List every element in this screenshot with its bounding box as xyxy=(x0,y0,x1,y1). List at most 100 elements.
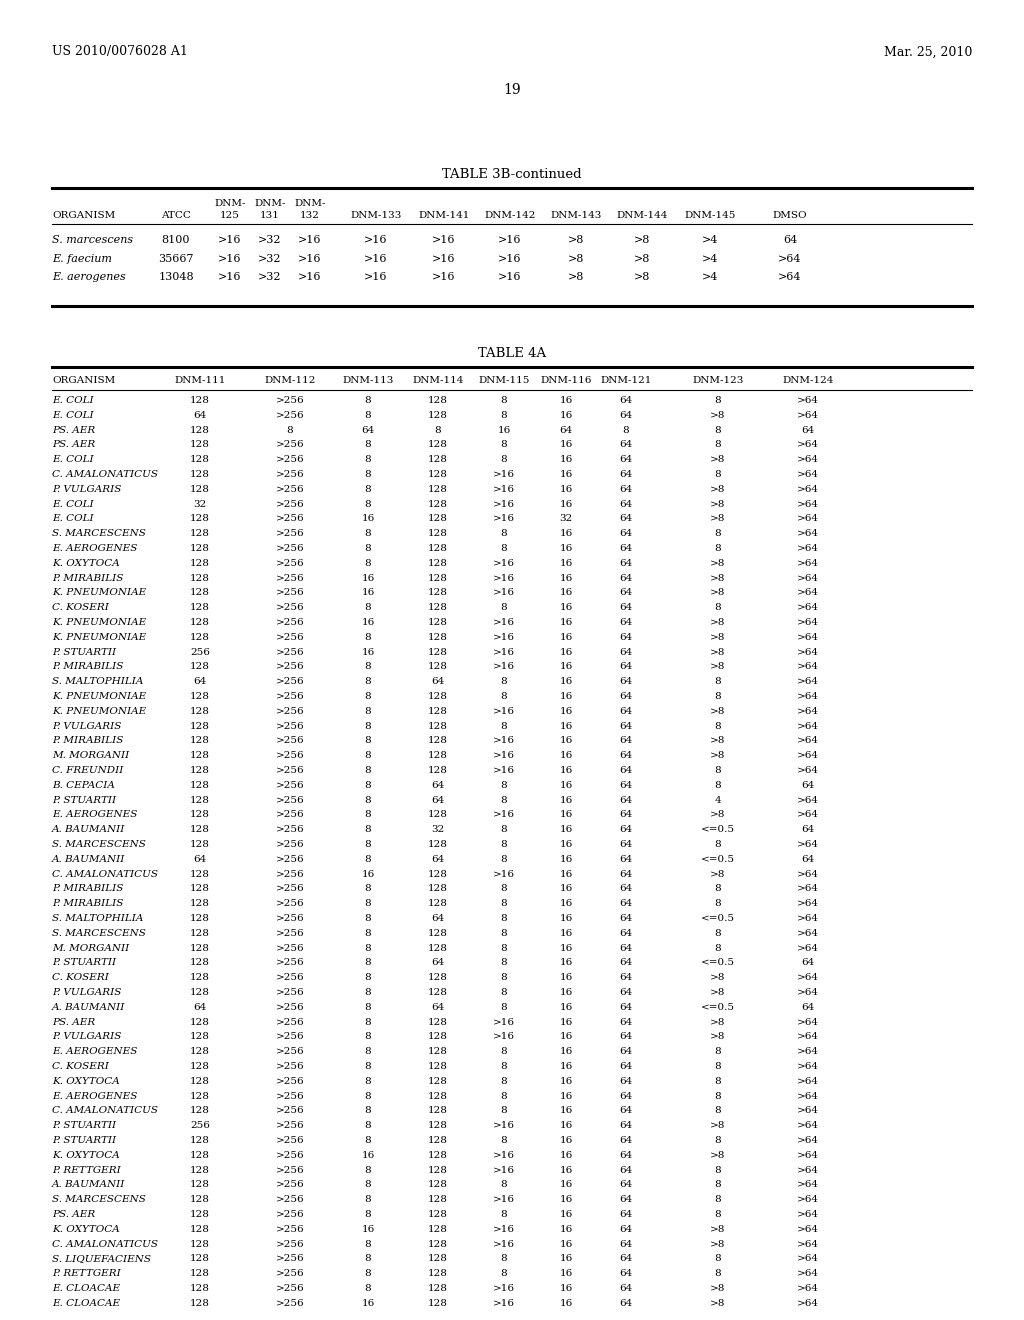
Text: 128: 128 xyxy=(428,1047,447,1056)
Text: 128: 128 xyxy=(428,692,447,701)
Text: 128: 128 xyxy=(428,737,447,746)
Text: >8: >8 xyxy=(634,272,650,282)
Text: 8: 8 xyxy=(365,1239,372,1249)
Text: 8: 8 xyxy=(365,899,372,908)
Text: >256: >256 xyxy=(275,825,304,834)
Text: 128: 128 xyxy=(190,1106,210,1115)
Text: 8: 8 xyxy=(365,751,372,760)
Text: 64: 64 xyxy=(620,1225,633,1234)
Text: >8: >8 xyxy=(711,663,726,672)
Text: 8: 8 xyxy=(365,663,372,672)
Text: 128: 128 xyxy=(428,1299,447,1308)
Text: 8: 8 xyxy=(715,425,721,434)
Text: 16: 16 xyxy=(559,870,572,879)
Text: 128: 128 xyxy=(428,515,447,524)
Text: >256: >256 xyxy=(275,1092,304,1101)
Text: 16: 16 xyxy=(361,618,375,627)
Text: >16: >16 xyxy=(493,558,515,568)
Text: DNM-114: DNM-114 xyxy=(413,376,464,385)
Text: 256: 256 xyxy=(190,1121,210,1130)
Text: >16: >16 xyxy=(493,499,515,508)
Text: 8: 8 xyxy=(365,737,372,746)
Text: E. COLI: E. COLI xyxy=(52,396,93,405)
Text: DNM-143: DNM-143 xyxy=(550,211,602,220)
Text: K. PNEUMONIAE: K. PNEUMONIAE xyxy=(52,692,146,701)
Text: M. MORGANII: M. MORGANII xyxy=(52,944,129,953)
Text: >16: >16 xyxy=(493,618,515,627)
Text: 16: 16 xyxy=(361,1151,375,1160)
Text: 8: 8 xyxy=(501,1063,507,1071)
Text: 128: 128 xyxy=(190,425,210,434)
Text: 16: 16 xyxy=(559,411,572,420)
Text: 128: 128 xyxy=(428,441,447,449)
Text: K. OXYTOCA: K. OXYTOCA xyxy=(52,1151,120,1160)
Text: 8: 8 xyxy=(715,441,721,449)
Text: 8: 8 xyxy=(365,411,372,420)
Text: 128: 128 xyxy=(190,810,210,820)
Text: P. MIRABILIS: P. MIRABILIS xyxy=(52,899,123,908)
Text: 16: 16 xyxy=(361,515,375,524)
Text: 8: 8 xyxy=(501,958,507,968)
Text: >8: >8 xyxy=(711,987,726,997)
Text: 8: 8 xyxy=(365,470,372,479)
Text: >8: >8 xyxy=(711,515,726,524)
Text: P. STUARTII: P. STUARTII xyxy=(52,1121,116,1130)
Text: 64: 64 xyxy=(620,1239,633,1249)
Text: 8: 8 xyxy=(501,603,507,612)
Text: 8: 8 xyxy=(365,544,372,553)
Text: 128: 128 xyxy=(428,899,447,908)
Text: 128: 128 xyxy=(190,766,210,775)
Text: >64: >64 xyxy=(797,663,819,672)
Text: 128: 128 xyxy=(190,618,210,627)
Text: 8: 8 xyxy=(365,1121,372,1130)
Text: 16: 16 xyxy=(559,1063,572,1071)
Text: E. CLOACAE: E. CLOACAE xyxy=(52,1284,120,1294)
Text: 13048: 13048 xyxy=(158,272,194,282)
Text: >256: >256 xyxy=(275,737,304,746)
Text: 16: 16 xyxy=(559,677,572,686)
Text: 16: 16 xyxy=(559,751,572,760)
Text: >256: >256 xyxy=(275,1225,304,1234)
Text: >16: >16 xyxy=(493,1151,515,1160)
Text: >16: >16 xyxy=(499,272,522,282)
Text: E. COLI: E. COLI xyxy=(52,499,93,508)
Text: 8: 8 xyxy=(501,1003,507,1012)
Text: >64: >64 xyxy=(797,1239,819,1249)
Text: C. AMALONATICUS: C. AMALONATICUS xyxy=(52,1106,158,1115)
Text: PS. AER: PS. AER xyxy=(52,1210,95,1218)
Text: 8: 8 xyxy=(501,973,507,982)
Text: 64: 64 xyxy=(620,1180,633,1189)
Text: >16: >16 xyxy=(493,766,515,775)
Text: 128: 128 xyxy=(190,692,210,701)
Text: PS. AER: PS. AER xyxy=(52,1018,95,1027)
Text: 128: 128 xyxy=(190,1270,210,1278)
Text: >16: >16 xyxy=(493,1239,515,1249)
Text: 8: 8 xyxy=(365,825,372,834)
Text: >64: >64 xyxy=(797,810,819,820)
Text: 64: 64 xyxy=(620,825,633,834)
Text: 128: 128 xyxy=(428,1210,447,1218)
Text: 8: 8 xyxy=(501,411,507,420)
Text: >4: >4 xyxy=(701,253,718,264)
Text: E. COLI: E. COLI xyxy=(52,515,93,524)
Text: A. BAUMANII: A. BAUMANII xyxy=(52,855,125,863)
Text: >64: >64 xyxy=(797,706,819,715)
Text: 16: 16 xyxy=(559,499,572,508)
Text: 128: 128 xyxy=(190,751,210,760)
Text: 64: 64 xyxy=(620,973,633,982)
Text: 128: 128 xyxy=(428,810,447,820)
Text: >64: >64 xyxy=(797,1137,819,1144)
Text: >16: >16 xyxy=(499,253,522,264)
Text: 16: 16 xyxy=(559,1166,572,1175)
Text: >64: >64 xyxy=(797,411,819,420)
Text: C. AMALONATICUS: C. AMALONATICUS xyxy=(52,1239,158,1249)
Text: 128: 128 xyxy=(428,1092,447,1101)
Text: >32: >32 xyxy=(258,253,282,264)
Text: >32: >32 xyxy=(258,272,282,282)
Text: >64: >64 xyxy=(797,529,819,539)
Text: 8: 8 xyxy=(715,470,721,479)
Text: 128: 128 xyxy=(428,973,447,982)
Text: 16: 16 xyxy=(559,1047,572,1056)
Text: 64: 64 xyxy=(620,840,633,849)
Text: >16: >16 xyxy=(493,751,515,760)
